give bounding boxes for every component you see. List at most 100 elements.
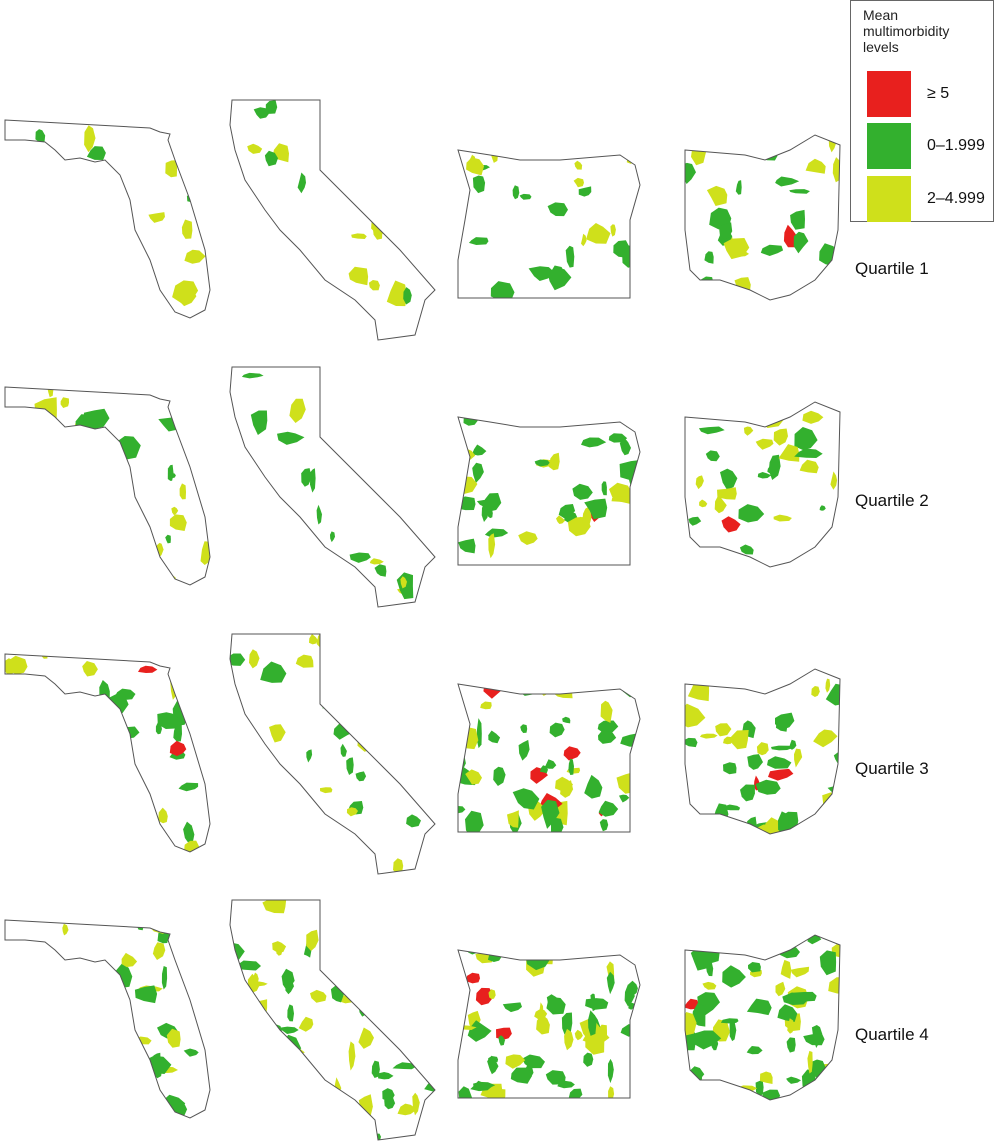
region <box>348 383 367 404</box>
region <box>551 818 564 832</box>
region <box>780 959 792 979</box>
region <box>301 468 312 487</box>
region <box>619 437 631 456</box>
region <box>375 925 389 942</box>
region <box>833 752 840 764</box>
region <box>738 504 765 523</box>
region <box>152 942 166 960</box>
region <box>278 1026 299 1034</box>
region <box>740 784 755 802</box>
region <box>6 655 28 675</box>
state-outline <box>457 149 641 299</box>
region <box>786 1037 796 1053</box>
region <box>698 426 725 435</box>
region <box>255 1043 263 1058</box>
region <box>86 991 93 998</box>
region <box>35 941 44 967</box>
region <box>697 402 713 419</box>
region <box>40 257 52 269</box>
region <box>762 1089 781 1100</box>
region <box>32 734 54 746</box>
region <box>825 678 831 693</box>
region <box>309 634 319 645</box>
region <box>369 558 384 565</box>
region <box>608 1086 615 1098</box>
region <box>10 1030 19 1055</box>
region <box>121 952 138 968</box>
region <box>403 118 415 137</box>
region <box>393 858 404 874</box>
region <box>384 1096 396 1110</box>
region <box>746 998 772 1016</box>
regions <box>230 634 429 874</box>
region <box>106 756 127 769</box>
region <box>468 237 489 245</box>
region <box>490 281 515 298</box>
region <box>685 1030 696 1051</box>
region <box>778 402 804 410</box>
map-row <box>4 633 841 875</box>
region <box>534 459 550 467</box>
region <box>255 787 266 806</box>
region <box>264 150 278 167</box>
region <box>565 245 575 268</box>
region <box>755 779 781 795</box>
region <box>770 676 783 685</box>
region <box>253 972 259 986</box>
region <box>160 654 182 664</box>
region <box>133 293 140 316</box>
region <box>73 1079 88 1085</box>
region <box>320 787 333 794</box>
region <box>410 761 420 787</box>
region <box>702 981 717 990</box>
region <box>304 315 322 321</box>
region <box>598 800 619 817</box>
region <box>385 200 407 220</box>
state-outline <box>229 99 436 341</box>
region <box>568 758 574 775</box>
region <box>628 980 638 997</box>
region <box>273 772 285 788</box>
region <box>789 739 797 750</box>
region <box>693 814 708 834</box>
region <box>346 757 354 775</box>
region <box>310 989 327 1003</box>
region <box>505 1054 526 1069</box>
region <box>775 715 788 732</box>
region <box>93 441 106 452</box>
region <box>742 402 755 414</box>
region <box>138 665 158 673</box>
region <box>734 277 751 296</box>
region <box>41 654 48 659</box>
region <box>144 559 149 581</box>
region <box>121 288 144 298</box>
region <box>45 1050 66 1065</box>
region <box>14 524 39 539</box>
region <box>458 447 476 463</box>
region <box>720 468 738 490</box>
region <box>586 223 611 244</box>
region <box>316 504 322 525</box>
region <box>548 452 560 471</box>
region <box>574 1029 583 1041</box>
region <box>556 515 566 524</box>
region <box>754 824 779 834</box>
region <box>170 675 178 700</box>
region <box>35 1054 47 1077</box>
region <box>768 768 794 781</box>
region <box>348 1041 356 1071</box>
region <box>178 402 192 428</box>
region <box>757 472 772 479</box>
region <box>250 410 268 435</box>
region <box>563 746 581 761</box>
region <box>805 158 826 174</box>
region <box>685 1052 688 1078</box>
region <box>134 985 158 1004</box>
region <box>390 390 405 408</box>
region <box>347 959 365 965</box>
region <box>417 654 429 664</box>
region <box>404 642 423 656</box>
region <box>66 1007 79 1018</box>
region <box>490 150 498 163</box>
region <box>179 483 186 500</box>
